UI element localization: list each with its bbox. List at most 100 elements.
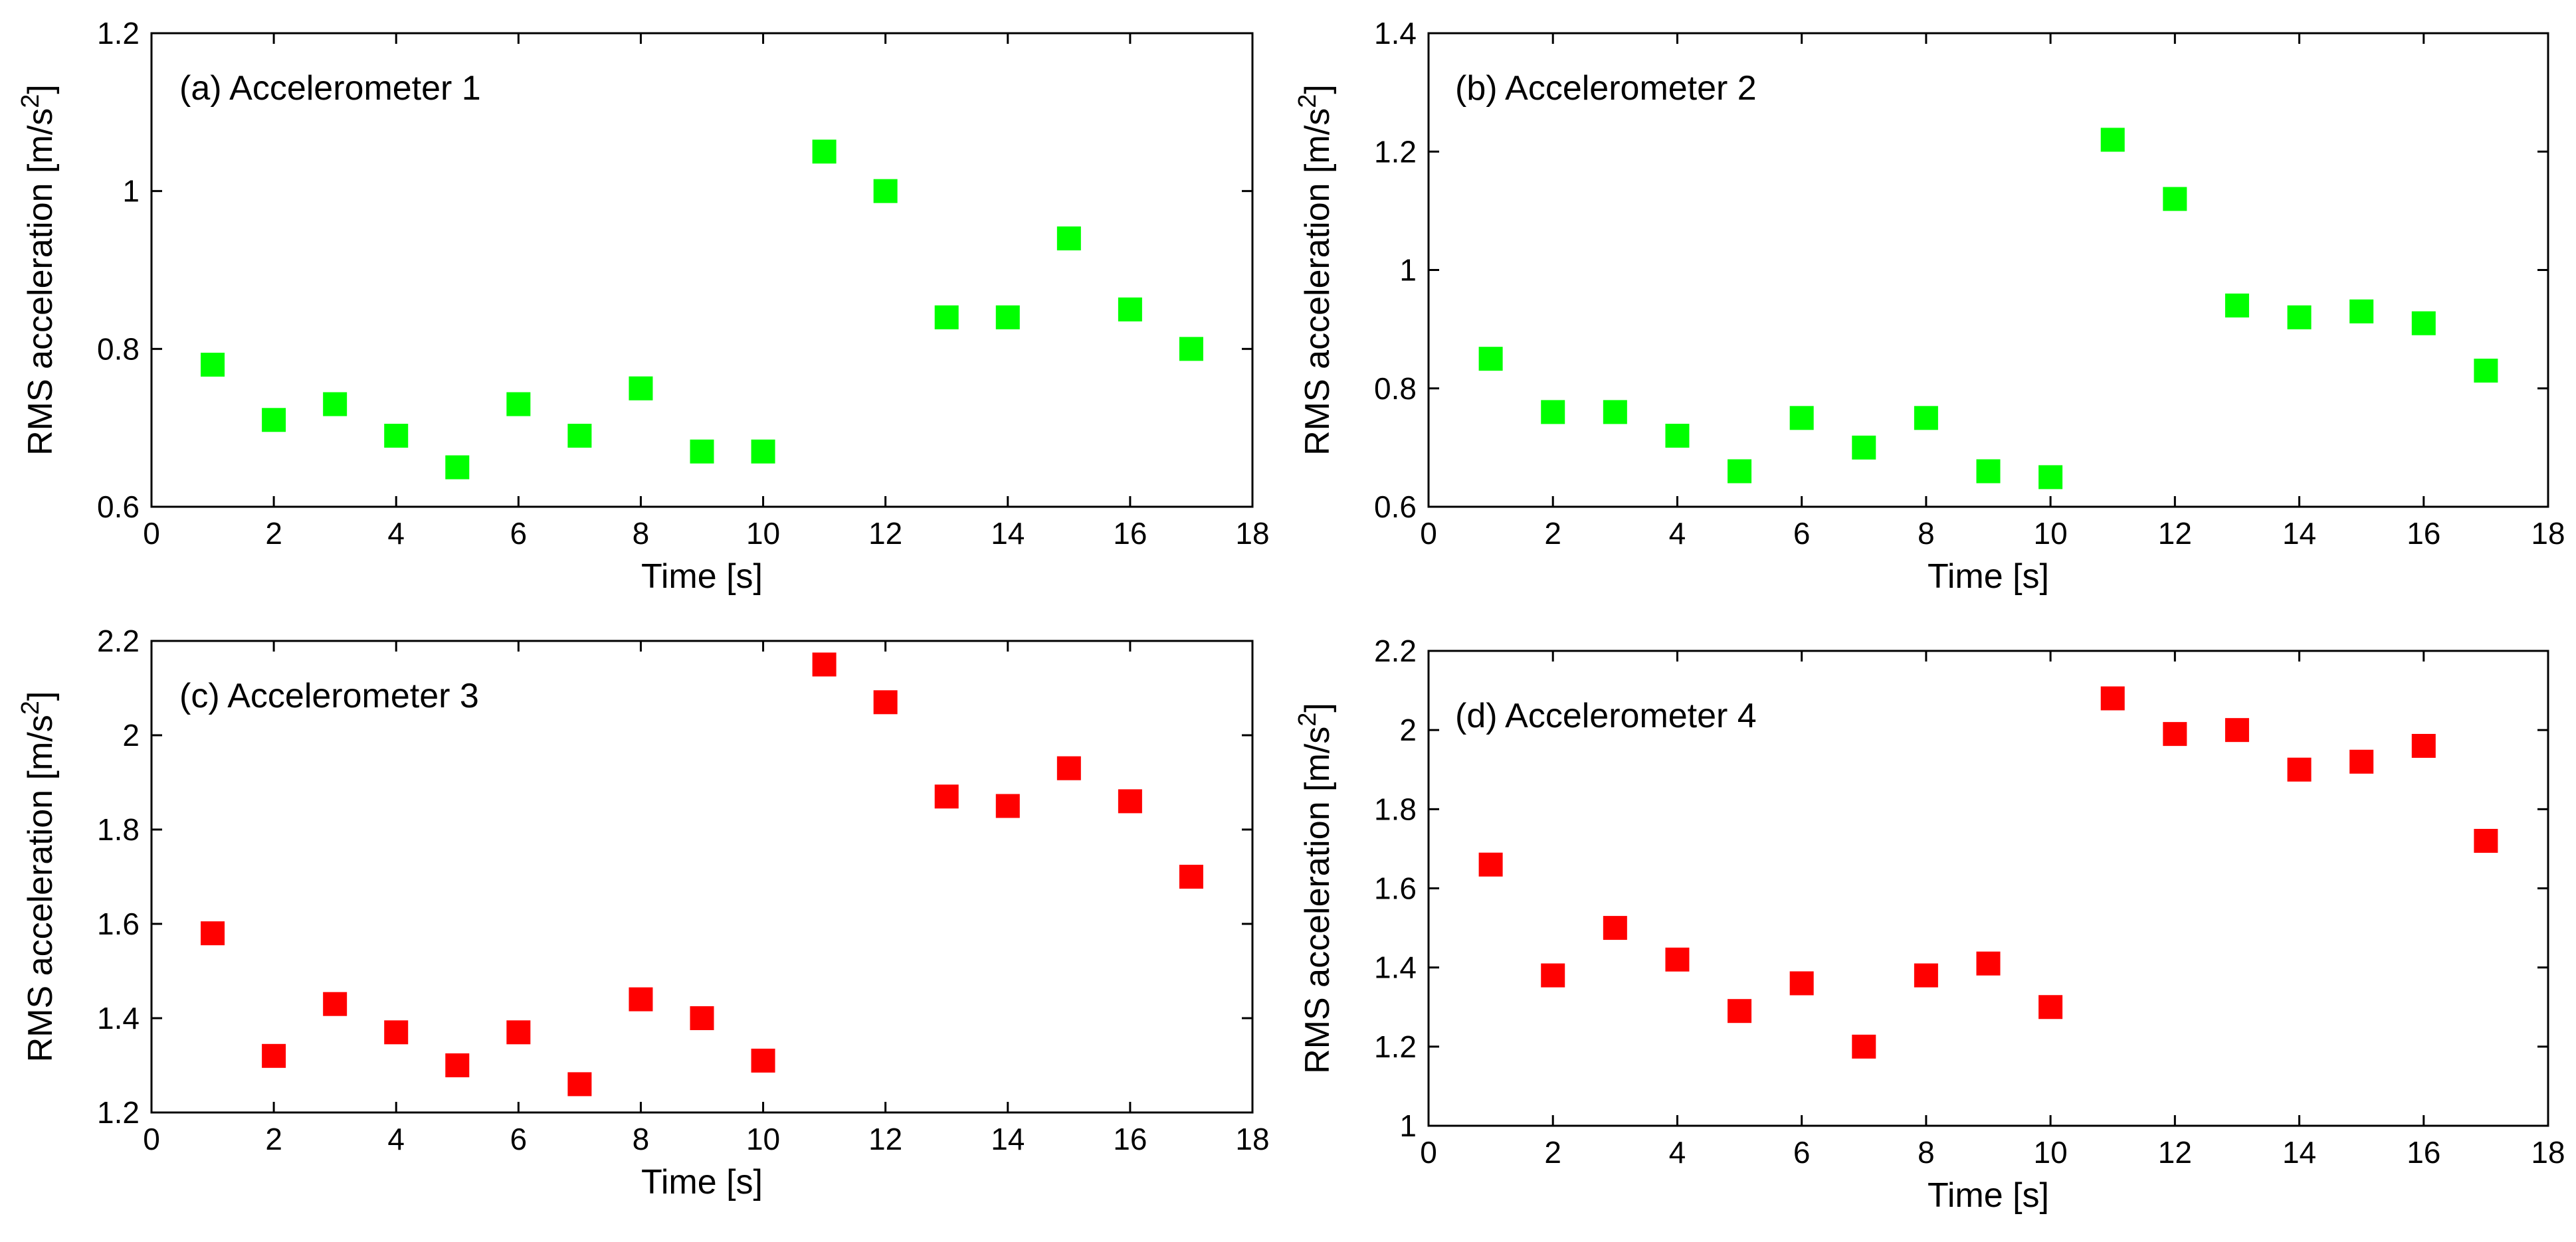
panel-3: 0 2 4 6 8 10 12 14 16 18 1.2 1.4 1.6 1.8 2 2.2 Time [s] R… — [17, 624, 1270, 1201]
data-point — [1976, 951, 2001, 976]
data-point — [201, 921, 225, 946]
data-point — [2287, 305, 2312, 329]
data-point — [1179, 865, 1203, 889]
data-point — [2100, 686, 2125, 711]
x-axis-label: Time [s] — [1928, 1176, 2049, 1215]
data-point — [934, 305, 959, 329]
data-point — [384, 1020, 409, 1045]
data-point — [445, 1053, 470, 1077]
data-point — [2100, 128, 2125, 152]
x-tick-label: 6 — [1793, 1135, 1811, 1170]
data-point — [1976, 459, 2001, 484]
y-tick-label: 0.8 — [1374, 371, 1417, 406]
data-point — [1179, 337, 1203, 361]
y-axis-label-suffix: ] — [21, 691, 60, 701]
data-point — [1478, 852, 1503, 877]
data-point — [1541, 400, 1565, 424]
data-point — [567, 424, 592, 448]
y-axis-label-text: RMS acceleration [m/s — [1298, 727, 1337, 1074]
data-point — [1728, 459, 1752, 484]
data-point — [690, 439, 714, 464]
x-tick-label: 2 — [1544, 516, 1561, 551]
y-tick-label: 1.4 — [1374, 950, 1417, 985]
x-tick-label: 10 — [746, 516, 780, 551]
x-tick-label: 2 — [1544, 1135, 1561, 1170]
data-point — [262, 408, 286, 432]
y-axis-label-text: RMS acceleration [m/s — [21, 108, 60, 456]
y-tick-label: 1.4 — [97, 1001, 140, 1035]
data-point — [1728, 999, 1752, 1023]
y-tick-label: 1 — [1399, 253, 1417, 288]
data-point — [1478, 347, 1503, 371]
y-tick-label: 1.2 — [1374, 134, 1417, 169]
data-point — [1665, 424, 1690, 448]
x-axis-label: Time [s] — [641, 1163, 763, 1201]
x-tick-label: 12 — [868, 1122, 902, 1156]
data-point — [2038, 465, 2063, 489]
x-tick-label: 4 — [1669, 516, 1686, 551]
x-tick-label: 12 — [2158, 1135, 2192, 1170]
y-tick-label: 1.8 — [1374, 792, 1417, 826]
x-tick-label: 18 — [1235, 1122, 1269, 1156]
y-tick-label: 0.6 — [97, 489, 140, 524]
axes-box — [150, 640, 1254, 1114]
data-point — [262, 1043, 286, 1068]
x-tick-label: 10 — [746, 1122, 780, 1156]
x-tick-label: 2 — [265, 516, 282, 551]
data-point — [2287, 757, 2312, 782]
data-point — [1914, 963, 1938, 988]
x-tick-label: 2 — [265, 1122, 282, 1156]
y-axis-label-superscript: 2 — [17, 94, 45, 108]
data-point — [567, 1072, 592, 1097]
y-tick-label: 2 — [122, 718, 140, 753]
panel-4: 0 2 4 6 8 10 12 14 16 18 1 1.2 1.4 1.6 1.8 2 2.2 Time [s]… — [1294, 634, 2565, 1215]
x-tick-label: 6 — [510, 1122, 528, 1156]
data-point — [751, 439, 775, 464]
x-tick-label: 6 — [1793, 516, 1811, 551]
x-tick-label: 16 — [1113, 516, 1147, 551]
data-point — [1665, 947, 1690, 972]
data-point — [1852, 435, 1876, 460]
y-tick-label: 2.2 — [1374, 634, 1417, 668]
x-tick-label: 0 — [1420, 516, 1437, 551]
data-point — [2163, 722, 2187, 747]
y-tick-label: 1.4 — [1374, 16, 1417, 50]
data-point — [2225, 718, 2249, 743]
x-tick-label: 16 — [2407, 516, 2440, 551]
y-tick-label: 1 — [122, 174, 140, 209]
x-tick-label: 4 — [1669, 1135, 1686, 1170]
data-point — [2411, 311, 2436, 335]
data-point — [1789, 406, 1814, 430]
y-axis-label-text: RMS acceleration [m/s — [1298, 108, 1337, 456]
x-tick-label: 14 — [991, 1122, 1025, 1156]
data-point — [629, 376, 653, 400]
data-point — [1056, 756, 1081, 780]
y-axis-label: RMS acceleration [m/s2] — [1294, 84, 1337, 456]
y-tick-label: 1.8 — [97, 812, 140, 847]
data-point — [506, 392, 531, 416]
x-tick-label: 10 — [2034, 516, 2068, 551]
x-tick-label: 6 — [510, 516, 528, 551]
y-tick-label: 1.6 — [1374, 871, 1417, 906]
y-tick-label: 0.6 — [1374, 489, 1417, 524]
x-tick-label: 18 — [1235, 516, 1269, 551]
y-tick-label: 1 — [1399, 1109, 1417, 1143]
x-tick-label: 8 — [633, 1122, 650, 1156]
data-point — [629, 987, 653, 1012]
y-axis-label: RMS acceleration [m/s2] — [1294, 703, 1337, 1074]
x-tick-label: 10 — [2034, 1135, 2068, 1170]
x-tick-label: 16 — [2407, 1135, 2440, 1170]
x-tick-label: 14 — [2282, 1135, 2316, 1170]
y-tick-label: 2 — [1399, 713, 1417, 747]
x-tick-label: 14 — [2282, 516, 2316, 551]
x-tick-label: 8 — [633, 516, 650, 551]
x-axis-label: Time [s] — [641, 557, 763, 596]
data-point — [2474, 829, 2498, 853]
data-point — [323, 392, 347, 416]
y-tick-label: 1.2 — [97, 16, 140, 50]
y-tick-label: 1.6 — [97, 907, 140, 941]
y-tick-label: 1.2 — [1374, 1029, 1417, 1064]
y-axis-label-suffix: ] — [1298, 84, 1337, 94]
data-point — [812, 652, 837, 677]
